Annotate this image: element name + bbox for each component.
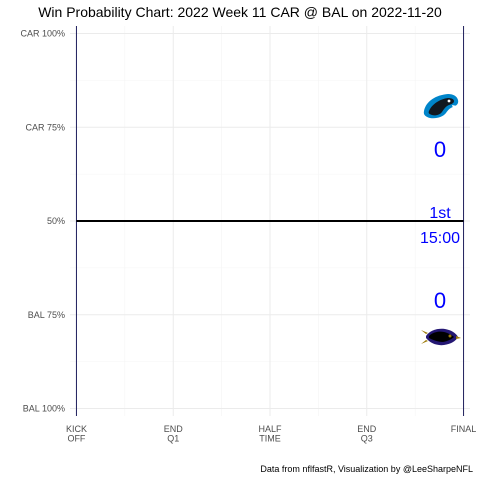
x-axis: KICK OFF END Q1 HALF TIME END Q3 FINAL xyxy=(66,424,476,444)
y-tick-label: BAL 100% xyxy=(23,404,65,414)
x-tick-label: FINAL xyxy=(451,424,477,434)
panthers-logo xyxy=(423,94,459,119)
game-clock: 15:00 xyxy=(420,230,460,247)
x-tick-label: HALF TIME xyxy=(258,424,282,444)
y-tick-label: CAR 100% xyxy=(20,29,65,39)
x-tick-label: END Q3 xyxy=(357,424,377,444)
away-score: 0 xyxy=(434,137,446,162)
ravens-logo xyxy=(421,328,461,346)
home-score: 0 xyxy=(434,288,446,313)
y-axis: CAR 100% CAR 75% 50% BAL 75% BAL 100% xyxy=(20,29,65,414)
y-tick-label: 50% xyxy=(47,216,65,226)
game-quarter: 1st xyxy=(429,205,451,222)
chart-caption: Data from nflfastR, Visualization by @Le… xyxy=(260,464,473,474)
x-tick-label: KICK OFF xyxy=(66,424,87,444)
y-tick-label: BAL 75% xyxy=(28,310,65,320)
y-tick-label: CAR 75% xyxy=(25,122,65,132)
x-tick-label: END Q1 xyxy=(164,424,184,444)
chart-title: Win Probability Chart: 2022 Week 11 CAR … xyxy=(38,4,442,20)
